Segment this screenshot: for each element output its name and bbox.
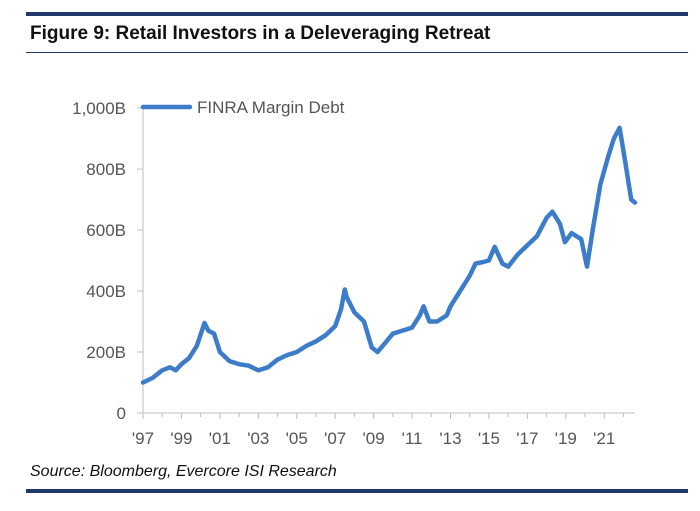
x-tick-label: '99 bbox=[170, 429, 192, 448]
x-tick-label: '03 bbox=[247, 429, 269, 448]
figure-title: Figure 9: Retail Investors in a Delevera… bbox=[30, 23, 491, 44]
y-tick-label: 0 bbox=[117, 404, 126, 423]
y-tick-label: 800B bbox=[86, 160, 126, 179]
y-tick-label: 400B bbox=[86, 282, 126, 301]
x-tick-label: '19 bbox=[555, 429, 577, 448]
y-tick-label: 200B bbox=[86, 343, 126, 362]
x-tick-label: '17 bbox=[516, 429, 538, 448]
x-tick-label: '15 bbox=[478, 429, 500, 448]
bottom-rule bbox=[26, 489, 688, 493]
y-tick-label: 1,000B bbox=[72, 99, 126, 118]
legend: FINRA Margin Debt bbox=[140, 98, 345, 117]
title-divider bbox=[26, 52, 688, 53]
y-tick-label: 600B bbox=[86, 221, 126, 240]
legend-label: FINRA Margin Debt bbox=[197, 98, 345, 117]
source-note: Source: Bloomberg, Evercore ISI Research bbox=[30, 463, 337, 480]
x-tick-label: '21 bbox=[593, 429, 615, 448]
x-tick-label: '07 bbox=[324, 429, 346, 448]
x-tick-label: '09 bbox=[363, 429, 385, 448]
x-axis: '97 '99 '01 '03 '05 '07 '09 '11 '13 '15 '17 '19 '21 bbox=[132, 412, 635, 448]
top-rule bbox=[26, 12, 688, 16]
x-tick-label: '11 bbox=[402, 429, 423, 448]
x-tick-label: '97 bbox=[132, 429, 154, 448]
x-tick-label: '13 bbox=[439, 429, 461, 448]
series-line-finra-margin-debt bbox=[140, 125, 638, 385]
x-tick-label: '05 bbox=[286, 429, 308, 448]
y-axis: 0 200B 400B 600B 800B 1,000B bbox=[72, 99, 144, 423]
x-tick-label: '01 bbox=[209, 429, 231, 448]
series-layer bbox=[140, 125, 638, 385]
